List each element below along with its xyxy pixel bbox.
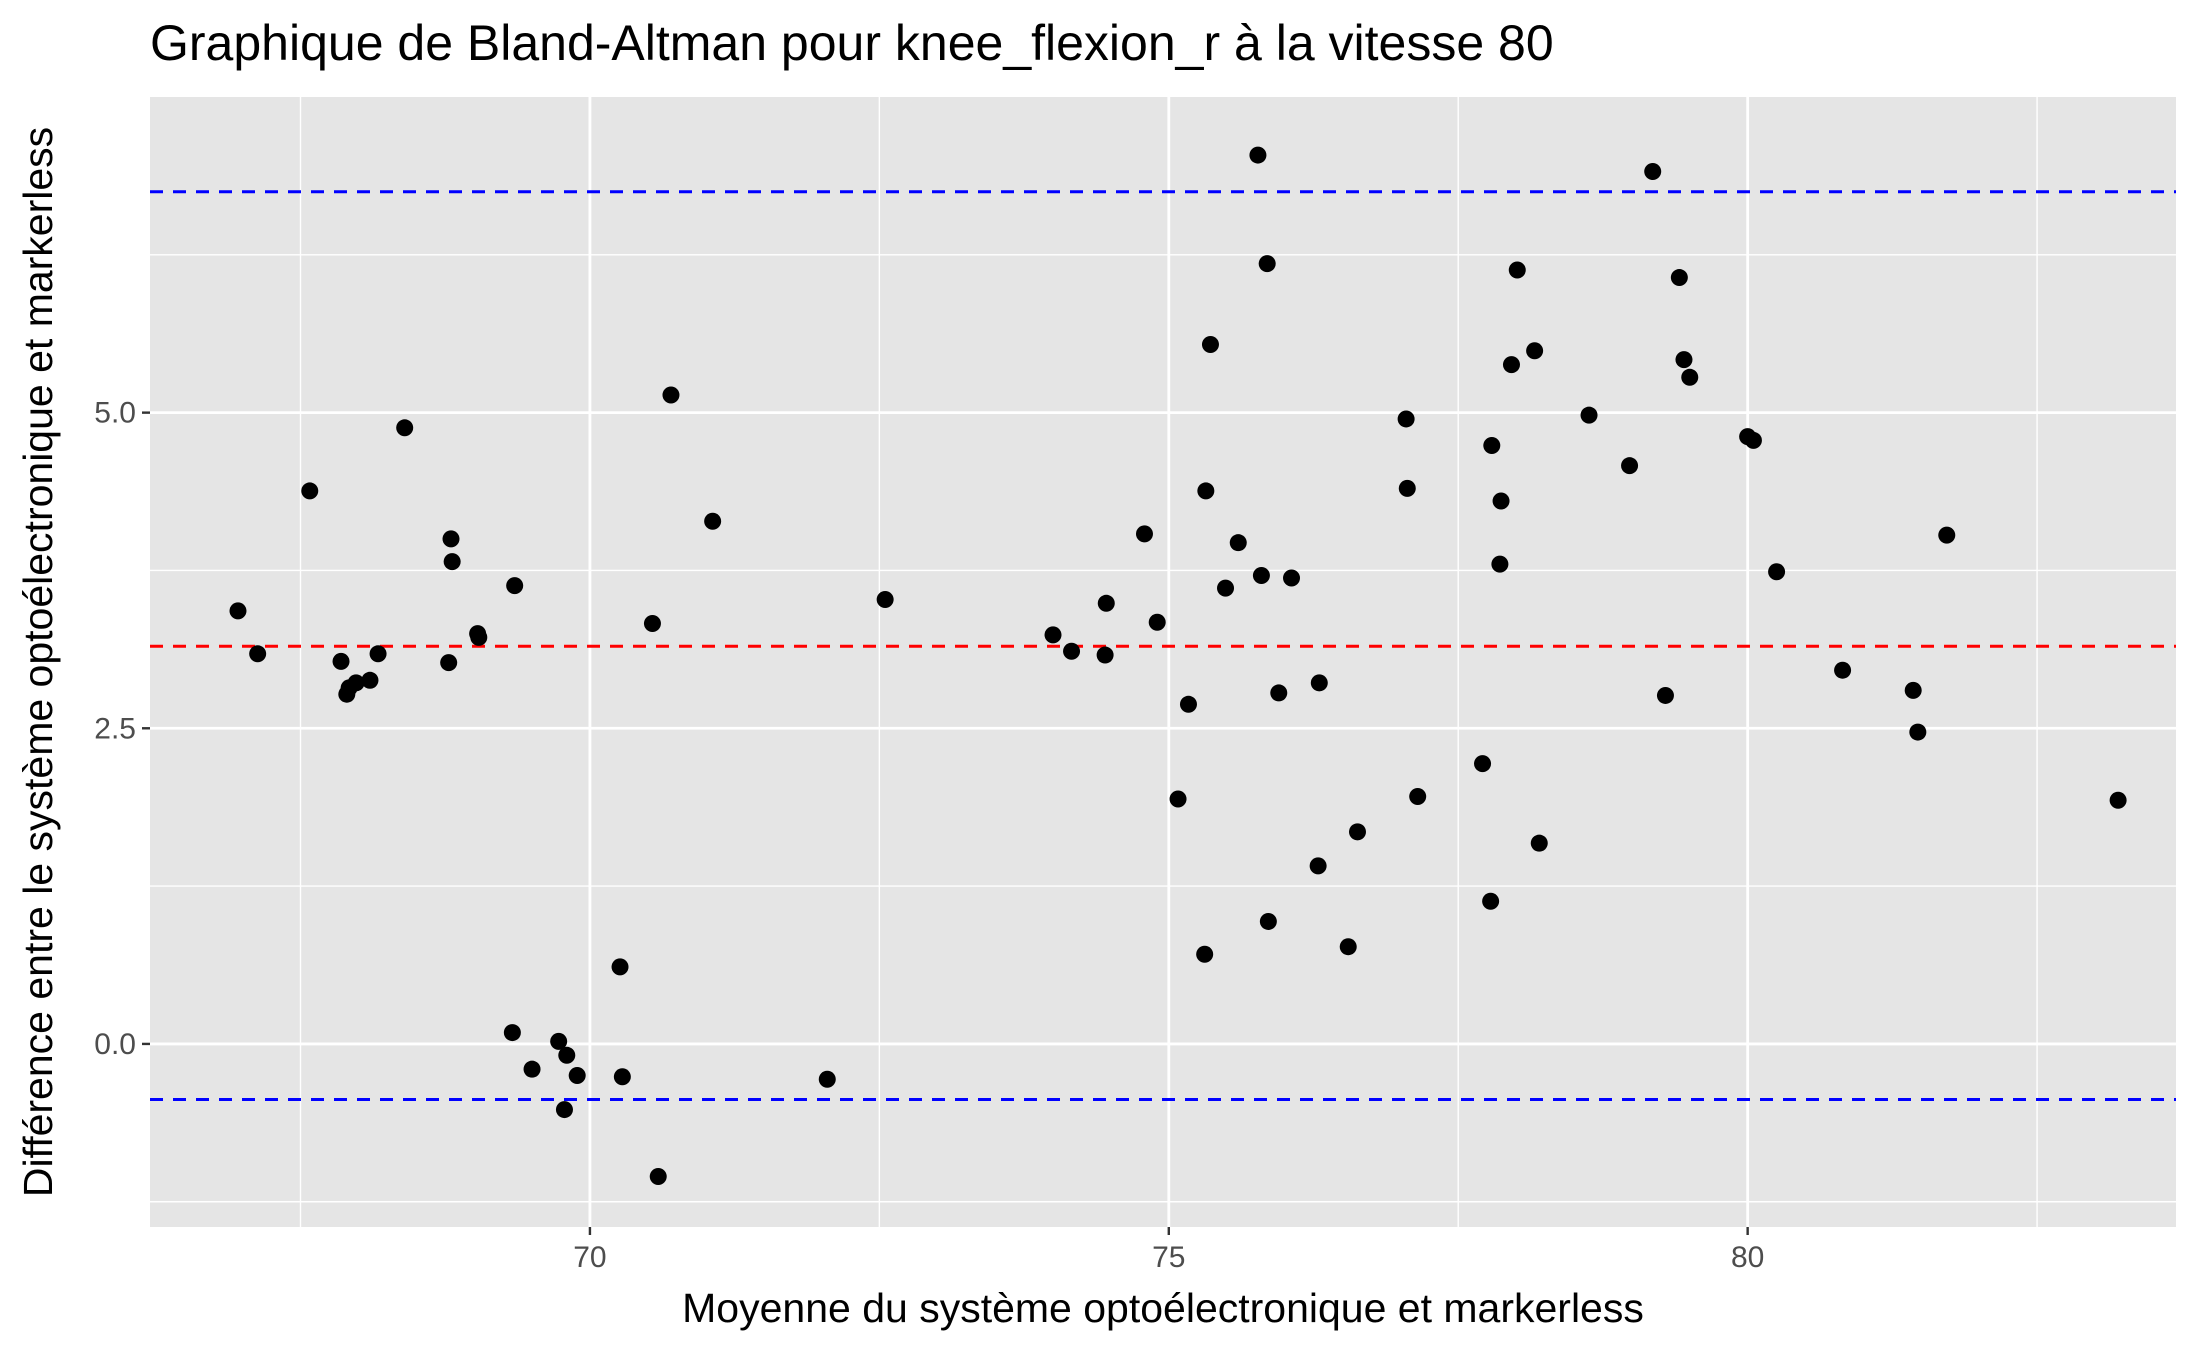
x-tick-label: 70	[573, 1241, 606, 1274]
data-point	[662, 386, 680, 404]
data-point	[1398, 479, 1416, 497]
data-point	[1310, 674, 1328, 692]
data-point	[301, 482, 319, 500]
data-point	[643, 614, 661, 632]
data-point	[1508, 261, 1526, 279]
data-point	[1656, 686, 1674, 704]
data-point	[568, 1066, 586, 1084]
data-point	[1530, 834, 1548, 852]
data-point	[1044, 626, 1062, 644]
data-point	[1201, 335, 1219, 353]
data-point	[1169, 790, 1187, 808]
data-point	[876, 591, 894, 609]
data-point	[503, 1024, 521, 1042]
data-point	[1339, 938, 1357, 956]
data-points	[229, 146, 2127, 1185]
x-tick-label: 80	[1731, 1241, 1764, 1274]
data-point	[440, 654, 458, 672]
data-point	[818, 1070, 836, 1088]
data-point	[1491, 555, 1509, 573]
data-point	[1249, 146, 1267, 164]
data-point	[1580, 406, 1598, 424]
data-point	[1834, 661, 1852, 679]
data-point	[1148, 613, 1166, 631]
x-axis-title: Moyenne du système optoélectronique et m…	[682, 1285, 1644, 1331]
data-point	[1309, 857, 1327, 875]
y-axis: 0.0 2.5 5.0	[94, 397, 150, 1061]
data-point	[1063, 642, 1081, 660]
data-point	[1502, 356, 1520, 374]
data-point	[1409, 787, 1427, 805]
data-point	[1197, 482, 1215, 500]
data-point	[369, 645, 387, 663]
data-point	[506, 577, 524, 595]
data-point	[2109, 791, 2127, 809]
data-point	[1482, 892, 1500, 910]
minor-gridlines	[150, 97, 2176, 1227]
data-point	[1670, 269, 1688, 287]
data-point	[1217, 579, 1235, 597]
data-point	[555, 1101, 573, 1119]
data-point	[1768, 563, 1786, 581]
x-tick-label: 75	[1152, 1241, 1185, 1274]
data-point	[1526, 342, 1544, 360]
x-axis: 70 75 80	[573, 1227, 1764, 1274]
data-point	[347, 674, 365, 692]
data-point	[649, 1167, 667, 1185]
data-point	[523, 1060, 541, 1078]
data-point	[442, 530, 460, 548]
reference-lines	[150, 190, 2176, 1101]
data-point	[1483, 436, 1501, 454]
data-point	[611, 958, 629, 976]
data-point	[1621, 457, 1639, 475]
data-point	[361, 671, 379, 689]
data-point	[1744, 431, 1762, 449]
data-point	[1270, 684, 1288, 702]
y-tick-label: 0.0	[94, 1028, 136, 1061]
data-point	[1135, 525, 1153, 543]
data-point	[1474, 755, 1492, 773]
data-point	[613, 1068, 631, 1086]
data-point	[1252, 567, 1270, 585]
data-point	[1096, 646, 1114, 664]
y-axis-title: Différence entre le système optoélectron…	[15, 127, 61, 1197]
data-point	[1097, 594, 1115, 612]
data-point	[550, 1032, 568, 1050]
data-point	[1904, 681, 1922, 699]
data-point	[1938, 526, 1956, 544]
data-point	[704, 512, 722, 530]
data-point	[1492, 492, 1510, 510]
data-point	[1644, 162, 1662, 180]
data-point	[229, 602, 247, 620]
y-tick-label: 2.5	[94, 712, 136, 745]
plot-panel	[150, 97, 2176, 1227]
y-tick-label: 5.0	[94, 397, 136, 430]
data-point	[1259, 912, 1277, 930]
major-gridlines	[150, 97, 2176, 1227]
data-point	[470, 628, 488, 646]
data-point	[558, 1046, 576, 1064]
data-point	[249, 645, 267, 663]
data-point	[1681, 368, 1699, 386]
data-point	[396, 419, 414, 437]
data-point	[1258, 255, 1276, 273]
data-point	[1229, 534, 1247, 552]
data-point	[443, 553, 461, 571]
data-point	[1348, 823, 1366, 841]
data-point	[1283, 569, 1301, 587]
data-point	[1675, 351, 1693, 369]
data-point	[1909, 723, 1927, 741]
data-point	[1397, 410, 1415, 428]
data-point	[1179, 695, 1197, 713]
data-point	[332, 652, 350, 670]
data-point	[1196, 945, 1214, 963]
chart-title: Graphique de Bland-Altman pour knee_flex…	[150, 15, 1554, 71]
